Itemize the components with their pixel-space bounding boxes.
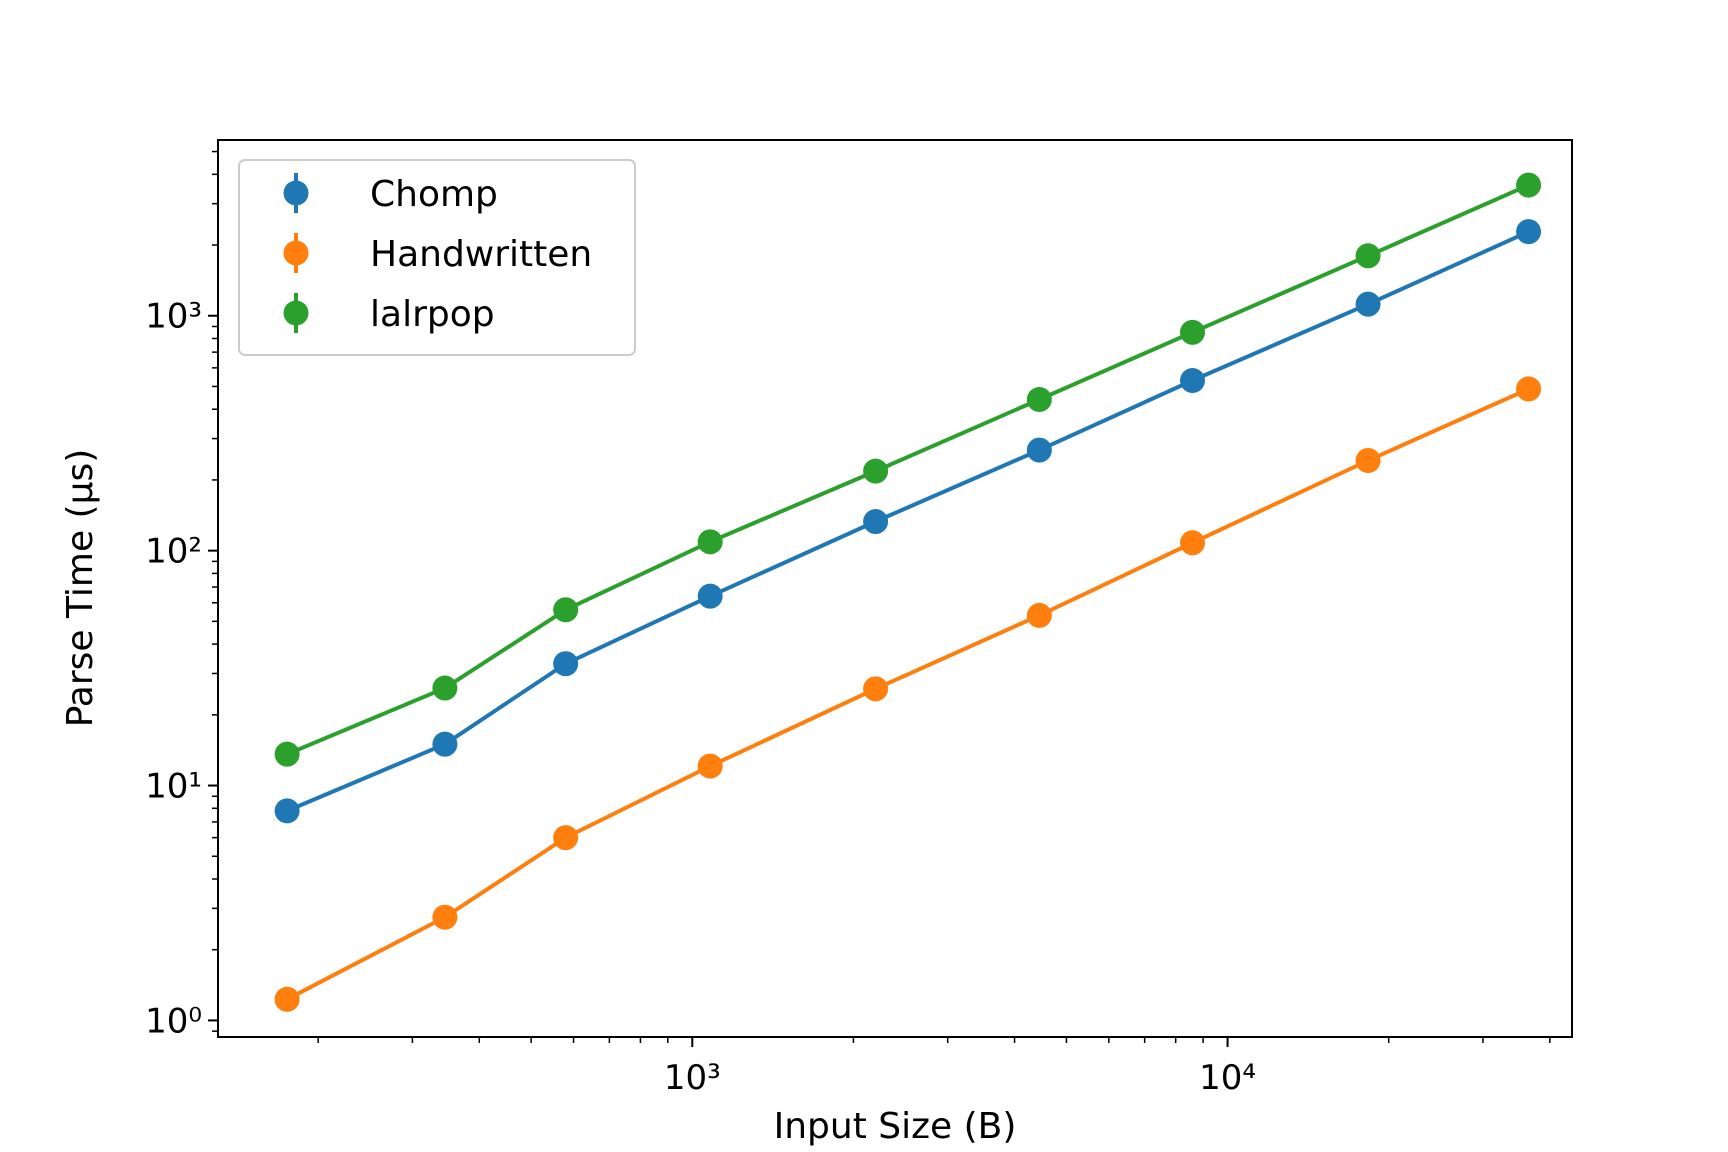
- legend-label-handwritten: Handwritten: [370, 234, 592, 275]
- y-tick-label: 10¹: [145, 767, 202, 807]
- data-point-handwritten: [1516, 376, 1542, 402]
- data-point-chomp: [274, 798, 300, 824]
- data-point-lalrpop: [553, 597, 579, 623]
- data-point-handwritten: [274, 986, 300, 1012]
- data-point-handwritten: [1180, 530, 1206, 556]
- legend-marker-chomp: [283, 180, 309, 206]
- y-axis-label: Parse Time (µs): [60, 449, 101, 728]
- data-point-chomp: [697, 583, 723, 609]
- data-point-chomp: [553, 651, 579, 677]
- series-chomp: [274, 219, 1542, 824]
- data-point-chomp: [1026, 437, 1052, 463]
- y-tick-label: 10⁰: [145, 1001, 202, 1041]
- x-tick-label: 10⁴: [1199, 1058, 1256, 1098]
- legend-marker-handwritten: [283, 240, 309, 266]
- y-tick-label: 10³: [145, 297, 202, 337]
- series-handwritten: [274, 376, 1542, 1012]
- data-point-chomp: [432, 731, 458, 757]
- data-point-handwritten: [553, 825, 579, 851]
- x-tick-label: 10³: [664, 1058, 721, 1098]
- x-axis-label: Input Size (B): [774, 1106, 1017, 1147]
- data-point-lalrpop: [697, 529, 723, 555]
- data-point-lalrpop: [274, 741, 300, 767]
- legend-marker-lalrpop: [283, 300, 309, 326]
- data-point-chomp: [1355, 291, 1381, 317]
- axis-ticks: 10³ 10⁴ 10⁰ 10¹ 10² 10³: [145, 150, 1551, 1098]
- legend-label-lalrpop: lalrpop: [370, 294, 495, 335]
- data-point-chomp: [1516, 219, 1542, 245]
- y-tick-label: 10²: [145, 532, 202, 572]
- data-point-lalrpop: [1355, 243, 1381, 269]
- plot-frame: [217, 139, 1573, 1038]
- data-point-handwritten: [697, 753, 723, 779]
- data-point-lalrpop: [863, 458, 889, 484]
- legend: Chomp Handwritten lalrpop: [238, 159, 636, 356]
- data-point-chomp: [1180, 368, 1206, 394]
- data-point-lalrpop: [1516, 172, 1542, 198]
- data-point-handwritten: [432, 904, 458, 930]
- data-point-handwritten: [1026, 602, 1052, 628]
- data-point-lalrpop: [1180, 319, 1206, 345]
- data-point-lalrpop: [1026, 386, 1052, 412]
- series-lalrpop: [274, 172, 1542, 767]
- series-layer: [274, 172, 1542, 1012]
- data-point-handwritten: [863, 676, 889, 702]
- legend-label-chomp: Chomp: [370, 174, 498, 215]
- data-point-lalrpop: [432, 675, 458, 701]
- data-point-chomp: [863, 509, 889, 535]
- data-point-handwritten: [1355, 447, 1381, 473]
- legend-box: [238, 159, 636, 356]
